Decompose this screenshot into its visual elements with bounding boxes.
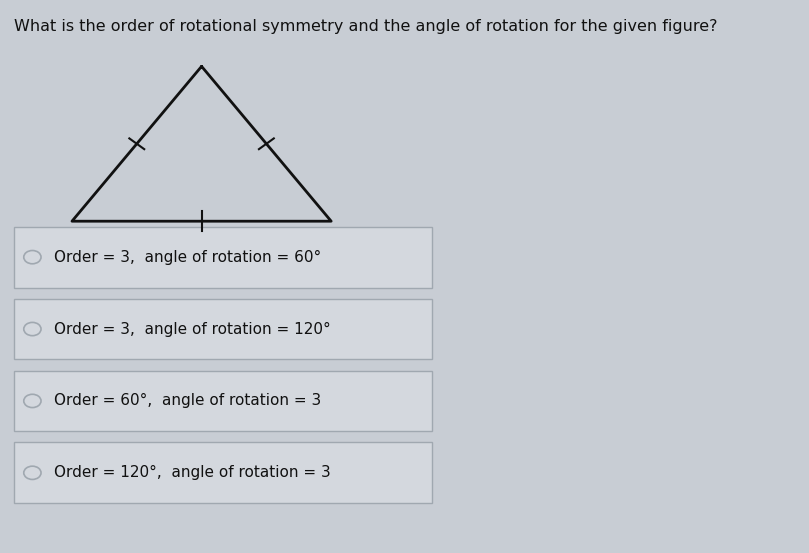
Text: Order = 120°,  angle of rotation = 3: Order = 120°, angle of rotation = 3 xyxy=(54,465,331,481)
FancyBboxPatch shape xyxy=(15,299,432,359)
Text: What is the order of rotational symmetry and the angle of rotation for the given: What is the order of rotational symmetry… xyxy=(15,19,718,34)
Circle shape xyxy=(23,466,41,479)
FancyBboxPatch shape xyxy=(15,371,432,431)
Circle shape xyxy=(23,251,41,264)
Circle shape xyxy=(23,394,41,408)
Text: Order = 3,  angle of rotation = 120°: Order = 3, angle of rotation = 120° xyxy=(54,321,331,337)
FancyBboxPatch shape xyxy=(15,227,432,288)
FancyBboxPatch shape xyxy=(15,442,432,503)
Circle shape xyxy=(23,322,41,336)
Text: Order = 60°,  angle of rotation = 3: Order = 60°, angle of rotation = 3 xyxy=(54,393,321,409)
Text: Order = 3,  angle of rotation = 60°: Order = 3, angle of rotation = 60° xyxy=(54,249,321,265)
